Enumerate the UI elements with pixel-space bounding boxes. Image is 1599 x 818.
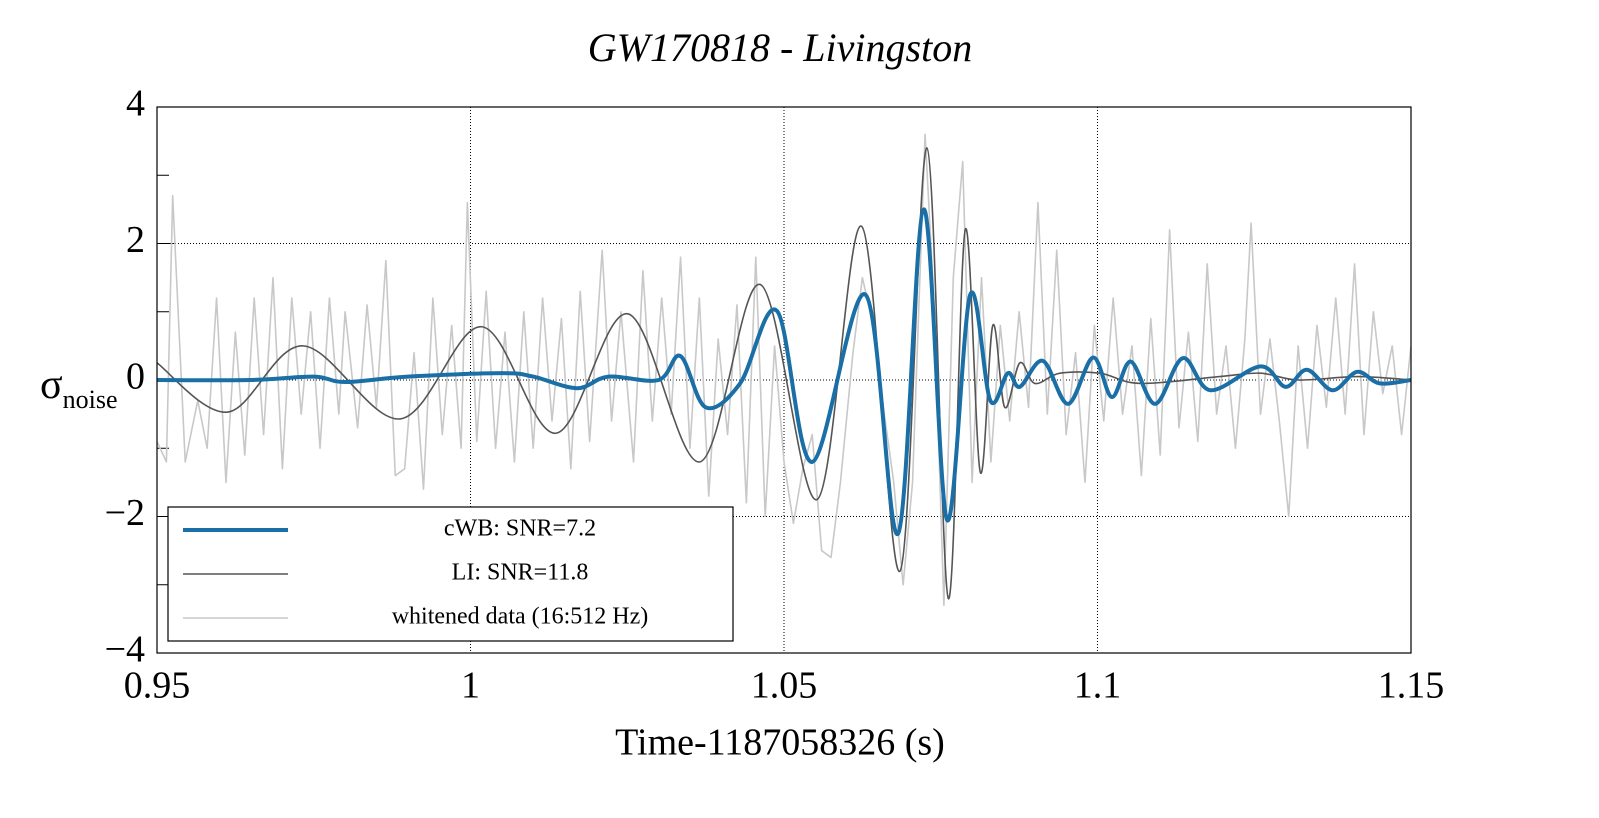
legend-label: whitened data (16:512 Hz) <box>392 604 649 630</box>
y-tick-label: −2 <box>105 492 145 534</box>
chart-title: GW170818 - Livingston <box>588 25 972 70</box>
legend-label: cWB: SNR=7.2 <box>444 516 596 542</box>
series-line <box>157 147 1411 600</box>
plot-frame <box>156 106 1412 654</box>
series-line <box>157 207 1411 536</box>
x-tick-label: 0.95 <box>124 665 191 707</box>
y-tick-label: 4 <box>126 83 145 125</box>
y-tick-label: 0 <box>126 356 145 398</box>
y-tick-label: −4 <box>105 629 145 671</box>
x-tick-label: 1 <box>461 665 480 707</box>
x-axis-label: Time-1187058326 (s) <box>615 722 945 764</box>
x-tick-label: 1.15 <box>1378 665 1445 707</box>
series-line <box>157 133 1411 607</box>
y-tick-label: 2 <box>126 219 145 261</box>
y-label-symbol: σ <box>40 362 63 408</box>
y-label-subscript: noise <box>63 385 118 414</box>
legend-label: LI: SNR=11.8 <box>452 560 589 586</box>
x-tick-label: 1.05 <box>751 665 818 707</box>
y-axis-label: σnoise <box>40 362 118 414</box>
x-tick-label: 1.1 <box>1074 665 1122 707</box>
